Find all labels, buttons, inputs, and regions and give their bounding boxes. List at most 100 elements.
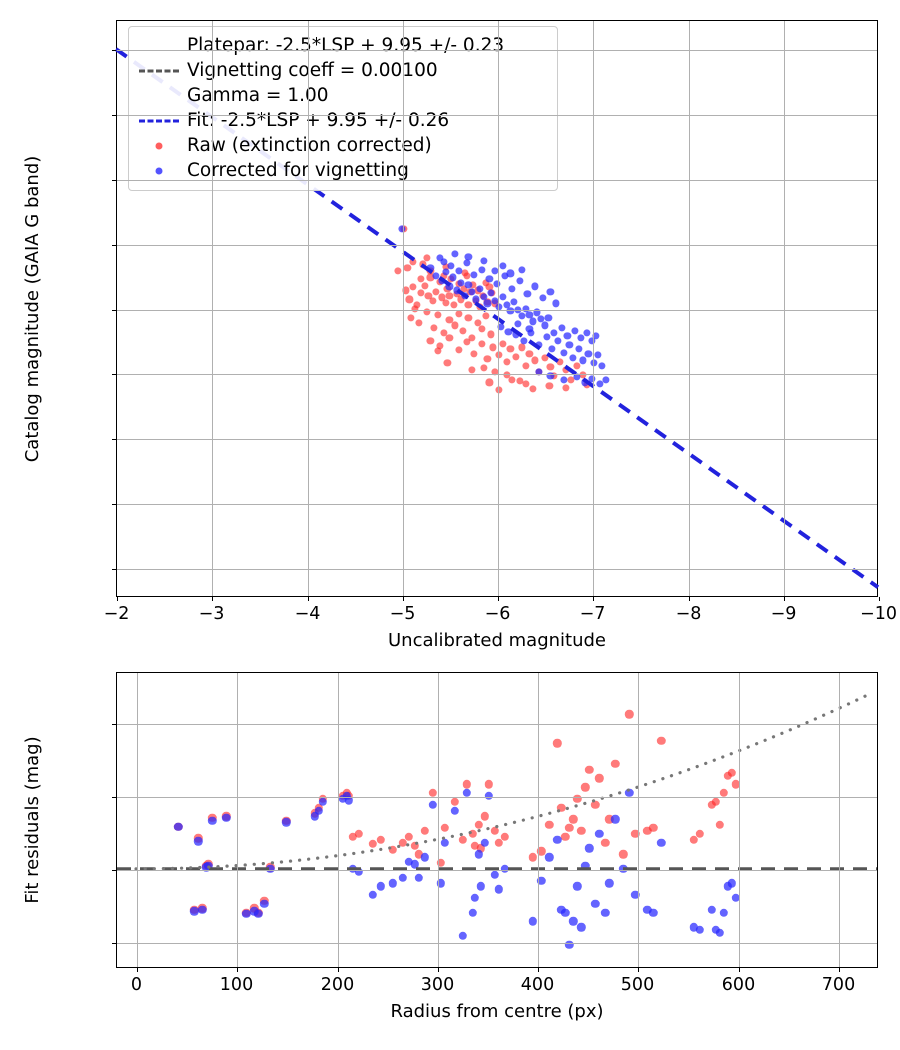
data-point <box>556 358 564 366</box>
data-point <box>480 812 490 821</box>
data-point <box>404 832 413 841</box>
data-point <box>508 376 516 384</box>
data-point <box>490 870 500 879</box>
data-point <box>417 289 425 297</box>
data-point <box>455 310 463 318</box>
x-axis-tick <box>337 968 339 972</box>
data-point <box>481 312 490 320</box>
data-point <box>458 835 468 844</box>
data-point <box>577 826 586 836</box>
data-point <box>585 765 594 774</box>
data-point <box>451 250 459 258</box>
legend-label-fit: Fit: -2.5*LSP + 9.95 +/- 0.26 <box>187 110 450 131</box>
x-axis-tick <box>437 968 439 972</box>
data-point <box>222 813 231 823</box>
legend-entry-corrected: Corrected for vignetting <box>137 158 547 183</box>
data-point <box>695 925 704 935</box>
data-point <box>558 324 566 332</box>
data-point <box>657 838 666 847</box>
data-point <box>573 882 582 891</box>
data-point <box>282 817 291 827</box>
data-point <box>529 317 537 326</box>
data-point <box>478 340 486 348</box>
data-point <box>450 806 460 815</box>
data-point <box>422 254 431 262</box>
data-point <box>531 282 539 291</box>
data-point <box>468 908 478 917</box>
data-point <box>719 908 728 917</box>
data-point <box>414 873 423 882</box>
data-point <box>581 782 590 792</box>
data-point <box>445 291 453 300</box>
data-point <box>474 820 484 830</box>
gridline-vertical <box>783 21 785 596</box>
data-point <box>434 347 442 355</box>
data-point <box>518 343 526 351</box>
gridline-vertical <box>537 673 539 967</box>
x-axis-tick <box>136 968 138 972</box>
x-axis-tick <box>688 597 690 601</box>
data-point <box>601 838 610 847</box>
data-point <box>727 879 736 888</box>
dashed-blue-line-icon <box>137 110 181 132</box>
data-point <box>450 301 458 309</box>
data-point <box>528 852 538 862</box>
data-point <box>520 337 528 345</box>
data-point <box>429 297 437 305</box>
data-point <box>552 739 562 748</box>
x-axis-tick-label: 400 <box>520 975 555 995</box>
legend-label-vignetting-coeff: Vignetting coeff = 0.00100 <box>187 60 438 81</box>
legend-entry-fit: Fit: -2.5*LSP + 9.95 +/- 0.26 <box>137 108 547 133</box>
data-point <box>478 325 486 333</box>
data-point <box>521 380 530 388</box>
x-axis-tick-label: 500 <box>620 975 655 995</box>
data-point <box>495 351 503 359</box>
data-point <box>514 320 522 328</box>
x-axis-tick-label: 100 <box>219 975 254 995</box>
data-point <box>462 338 471 346</box>
data-point <box>394 267 402 275</box>
data-point <box>582 329 591 337</box>
data-point <box>470 893 480 903</box>
data-point <box>523 290 532 298</box>
data-point <box>502 358 511 366</box>
data-point <box>441 268 450 276</box>
legend-label-platepar: Platepar: -2.5*LSP + 9.95 +/- 0.23 <box>187 35 505 56</box>
y-axis-tick <box>112 49 116 51</box>
data-point <box>376 835 385 844</box>
y-axis-tick <box>112 438 116 440</box>
data-point <box>560 908 570 917</box>
data-point <box>541 321 549 329</box>
data-point <box>546 363 554 371</box>
data-point <box>420 826 429 836</box>
data-point <box>415 319 423 327</box>
data-point <box>564 940 574 949</box>
data-point <box>499 293 507 301</box>
x-axis-tick-label: −6 <box>484 604 511 624</box>
data-point <box>443 359 452 367</box>
data-point <box>499 339 507 348</box>
legend-entry-platepar-text: Platepar: -2.5*LSP + 9.95 +/- 0.23 Vigne… <box>187 33 504 108</box>
data-point <box>410 841 419 850</box>
x-axis-tick-label: −3 <box>198 604 225 624</box>
data-point <box>506 269 514 278</box>
data-point <box>552 299 560 307</box>
x-axis-tick <box>878 597 880 601</box>
data-point <box>516 277 524 285</box>
data-point <box>560 832 570 841</box>
data-point <box>554 337 562 345</box>
x-axis-tick <box>783 597 785 601</box>
data-point <box>689 922 698 932</box>
x-axis-label-bottom: Radius from centre (px) <box>390 1001 604 1022</box>
gridline-horizontal <box>117 568 877 570</box>
data-point <box>485 378 493 386</box>
data-point <box>436 879 446 888</box>
data-point <box>544 313 553 322</box>
data-point <box>643 905 652 914</box>
x-axis-tick-label: −7 <box>579 604 606 624</box>
data-point <box>525 350 533 358</box>
data-point <box>470 271 478 279</box>
x-axis-tick <box>537 968 539 972</box>
data-point <box>715 928 724 938</box>
